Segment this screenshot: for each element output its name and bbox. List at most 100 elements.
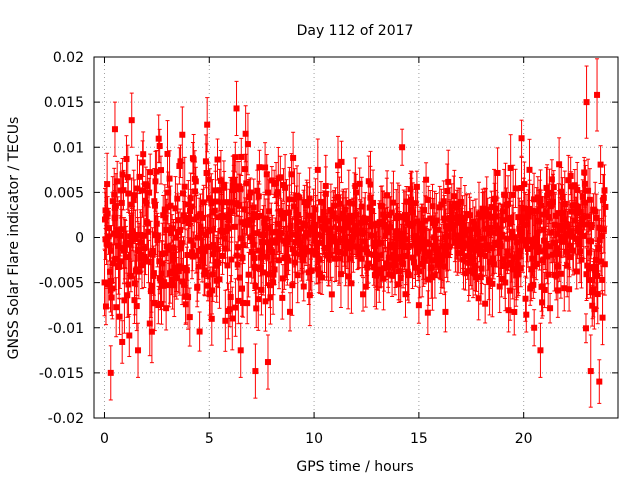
- point-marker: [353, 211, 360, 218]
- point-marker: [269, 248, 276, 255]
- data-point: [146, 177, 153, 208]
- point-marker: [343, 219, 350, 226]
- point-marker: [446, 243, 453, 250]
- point-marker: [223, 199, 230, 206]
- point-marker: [230, 186, 237, 193]
- point-marker: [220, 213, 227, 220]
- point-marker: [240, 299, 247, 306]
- data-point: [424, 290, 431, 336]
- point-marker: [174, 217, 181, 224]
- point-marker: [321, 215, 328, 222]
- point-marker: [437, 261, 444, 268]
- point-marker: [285, 234, 292, 241]
- data-point: [119, 320, 126, 364]
- point-marker: [228, 256, 235, 263]
- point-marker: [482, 252, 489, 259]
- point-marker: [231, 223, 238, 230]
- data-point: [278, 199, 285, 230]
- point-marker: [385, 271, 392, 278]
- point-marker: [442, 234, 449, 241]
- point-marker: [209, 287, 216, 294]
- point-marker: [264, 225, 271, 232]
- point-marker: [158, 167, 165, 174]
- point-marker: [106, 225, 113, 232]
- chart-title: Day 112 of 2017: [297, 23, 414, 39]
- point-marker: [276, 234, 283, 241]
- point-marker: [176, 263, 183, 270]
- point-marker: [112, 255, 119, 262]
- data-point: [200, 184, 207, 220]
- point-marker: [294, 235, 301, 242]
- point-marker: [136, 173, 143, 180]
- point-marker: [168, 268, 175, 275]
- point-marker: [453, 238, 460, 245]
- point-marker: [188, 203, 195, 210]
- point-marker: [410, 220, 417, 227]
- point-marker: [369, 221, 376, 228]
- data-point: [442, 291, 449, 333]
- point-marker: [256, 164, 263, 171]
- point-marker: [521, 181, 528, 188]
- point-marker: [475, 228, 482, 235]
- point-marker: [133, 303, 140, 310]
- data-point: [242, 105, 249, 163]
- point-marker: [356, 250, 363, 257]
- point-marker: [178, 240, 185, 247]
- data-point: [189, 225, 196, 280]
- point-marker: [232, 154, 239, 161]
- point-marker: [162, 214, 169, 221]
- point-marker: [161, 279, 168, 286]
- point-marker: [158, 270, 165, 277]
- point-marker: [388, 262, 395, 269]
- point-marker: [254, 187, 261, 194]
- point-marker: [248, 248, 255, 255]
- point-marker: [192, 178, 199, 185]
- data-point: [546, 217, 553, 276]
- point-marker: [284, 239, 291, 246]
- point-marker: [241, 166, 248, 173]
- point-marker: [132, 236, 139, 243]
- data-point: [511, 288, 518, 336]
- point-marker: [532, 238, 539, 245]
- point-marker: [554, 230, 561, 237]
- point-marker: [271, 266, 278, 273]
- point-marker: [177, 226, 184, 233]
- point-marker: [236, 202, 243, 209]
- point-marker: [544, 253, 551, 260]
- point-marker: [297, 225, 304, 232]
- point-marker: [429, 203, 436, 210]
- point-marker: [244, 141, 251, 148]
- point-marker: [182, 301, 189, 308]
- point-marker: [199, 256, 206, 263]
- point-marker: [227, 199, 234, 206]
- point-marker: [488, 214, 495, 221]
- point-marker: [125, 190, 132, 197]
- point-marker: [110, 260, 117, 267]
- point-marker: [492, 205, 499, 212]
- data-point: [116, 298, 123, 335]
- data-point: [423, 162, 430, 198]
- point-marker: [358, 227, 365, 234]
- point-marker: [419, 260, 426, 267]
- data-point: [158, 155, 165, 185]
- point-marker: [243, 180, 250, 187]
- point-marker: [390, 243, 397, 250]
- point-marker: [528, 266, 535, 273]
- data-point: [536, 232, 543, 271]
- point-marker: [237, 235, 244, 242]
- point-marker: [406, 242, 413, 249]
- point-marker: [467, 226, 474, 233]
- point-marker: [496, 283, 503, 290]
- point-marker: [325, 255, 332, 262]
- point-marker: [537, 195, 544, 202]
- point-marker: [453, 204, 460, 211]
- point-marker: [205, 176, 212, 183]
- data-point: [176, 147, 183, 185]
- point-marker: [314, 231, 321, 238]
- point-marker: [397, 274, 404, 281]
- point-marker: [155, 135, 162, 142]
- point-marker: [117, 232, 124, 239]
- point-marker: [472, 262, 479, 269]
- point-marker: [151, 198, 158, 205]
- point-marker: [365, 250, 372, 257]
